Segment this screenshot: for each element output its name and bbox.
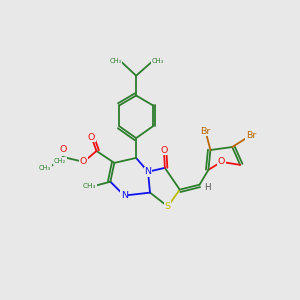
Text: CH₃: CH₃ [39,165,51,171]
Text: N: N [145,167,152,176]
Text: Br: Br [200,127,211,136]
Text: CH₃: CH₃ [83,183,96,189]
Text: CH₃: CH₃ [109,58,122,64]
Text: N: N [121,191,128,200]
Text: O: O [59,145,67,154]
Text: S: S [165,202,171,211]
Text: CH₂: CH₂ [54,158,66,164]
Text: O: O [218,158,225,166]
Text: O: O [88,133,95,142]
Text: Br: Br [246,130,256,140]
Text: H: H [204,183,211,192]
Text: CH₃: CH₃ [152,58,164,64]
Text: O: O [80,158,87,166]
Text: O: O [160,146,168,154]
